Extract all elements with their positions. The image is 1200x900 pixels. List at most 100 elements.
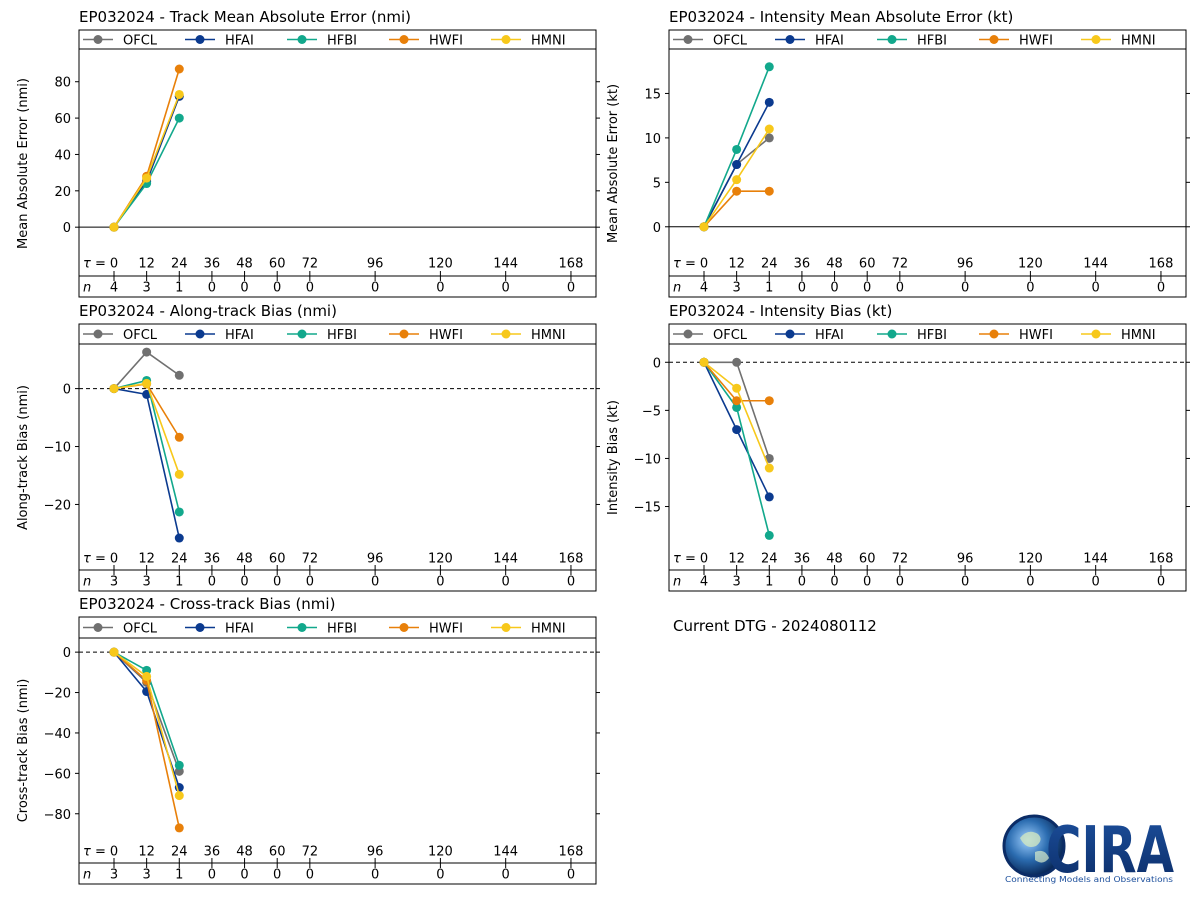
y-tick-label: 60 [54,112,71,127]
data-point [109,647,119,657]
legend-entry-hwfi: HWFI [389,622,463,637]
data-point [764,186,774,196]
tau-row-label: τ = [673,552,696,567]
data-point [732,383,742,393]
n-count-label: 0 [863,575,871,590]
legend-marker [1091,329,1101,339]
n-count-label: 0 [896,575,904,590]
n-row-label: n [83,868,91,883]
tau-hour-label: 0 [110,552,118,567]
tau-hour-label: 36 [794,257,811,272]
n-count-label: 0 [208,575,216,590]
data-point [174,370,184,380]
tau-hour-label: 96 [367,257,384,272]
n-count-label: 0 [306,281,314,296]
n-count-label: 0 [273,575,281,590]
data-point [174,533,184,543]
tau-hour-label: 168 [559,552,584,567]
data-point [109,222,119,232]
legend-entry-hfbi: HFBI [287,328,357,343]
chart-title: EP032024 - Track Mean Absolute Error (nm… [79,8,411,26]
tau-hour-label: 144 [493,552,518,567]
data-point [699,222,709,232]
tau-hour-label: 96 [957,552,974,567]
tau-hour-label: 48 [826,257,843,272]
legend-label: OFCL [713,34,748,49]
n-count-label: 0 [896,281,904,296]
legend-label: HWFI [429,34,463,49]
current-dtg-label: Current DTG - 2024080112 [673,617,877,635]
y-axis-label: Cross-track Bias (nmi) [16,679,31,823]
legend-marker [501,329,511,339]
legend-marker [887,329,897,339]
legend-label: HMNI [531,34,566,49]
n-count-label: 0 [273,281,281,296]
series-hfai [699,357,774,502]
series-hmni [109,89,184,232]
data-point [732,396,742,406]
n-count-label: 0 [1092,575,1100,590]
n-count-label: 0 [1092,281,1100,296]
y-axis-label: Mean Absolute Error (nmi) [16,78,31,249]
tau-hour-label: 0 [110,257,118,272]
data-point [732,357,742,367]
y-tick-label: −20 [44,687,71,702]
tau-hour-label: 144 [493,257,518,272]
series-hfbi [699,62,774,232]
tau-hour-label: 48 [236,845,253,860]
tau-hour-label: 72 [892,257,909,272]
n-count-label: 0 [371,575,379,590]
legend-label: OFCL [123,622,158,637]
tau-hour-label: 24 [761,552,778,567]
n-count-label: 0 [371,868,379,883]
legend-marker [195,623,205,632]
legend-entry-hwfi: HWFI [389,328,463,343]
n-count-label: 3 [732,281,740,296]
legend-label: HFBI [327,622,357,637]
n-row-label: n [83,281,91,296]
data-point [764,463,774,473]
n-count-label: 3 [110,868,118,883]
legend-marker [683,35,693,44]
legend-entry-hwfi: HWFI [979,34,1053,49]
y-tick-label: −5 [642,404,661,419]
legend-marker [195,35,205,44]
y-tick-label: 10 [644,132,661,147]
tau-row-label: τ = [83,257,106,272]
legend-marker [501,623,511,632]
n-count-label: 0 [240,281,248,296]
tau-hour-label: 12 [728,257,745,272]
y-tick-label: 0 [653,356,661,371]
legend-marker [399,623,409,632]
data-point [732,186,742,196]
chart-title: EP032024 - Cross-track Bias (nmi) [79,595,335,613]
tau-hour-label: 36 [204,257,221,272]
legend-marker [297,35,307,44]
legend-marker [785,329,795,339]
data-point [764,530,774,540]
tau-hour-label: 120 [428,845,453,860]
tau-hour-label: 168 [559,845,584,860]
data-point [732,425,742,435]
legend-entry-hmni: HMNI [491,328,566,343]
data-point [174,507,184,517]
chart-title: EP032024 - Along-track Bias (nmi) [79,302,337,320]
data-point [142,378,152,388]
legend-entry-hwfi: HWFI [979,328,1053,343]
n-count-label: 0 [1026,575,1034,590]
legend-entry-ofcl: OFCL [673,328,748,343]
data-point [142,671,152,681]
y-tick-label: 40 [54,148,71,163]
n-count-label: 0 [371,281,379,296]
tau-hour-label: 12 [138,257,155,272]
legend-label: HWFI [1019,328,1053,343]
tau-hour-label: 120 [428,552,453,567]
legend-marker [399,35,409,44]
series-hmni [109,647,184,801]
n-count-label: 4 [110,281,118,296]
legend-entry-ofcl: OFCL [673,34,748,49]
legend-entry-hfbi: HFBI [877,328,947,343]
series-hmni [699,357,774,473]
n-count-label: 0 [436,281,444,296]
legend-entry-hmni: HMNI [491,622,566,637]
